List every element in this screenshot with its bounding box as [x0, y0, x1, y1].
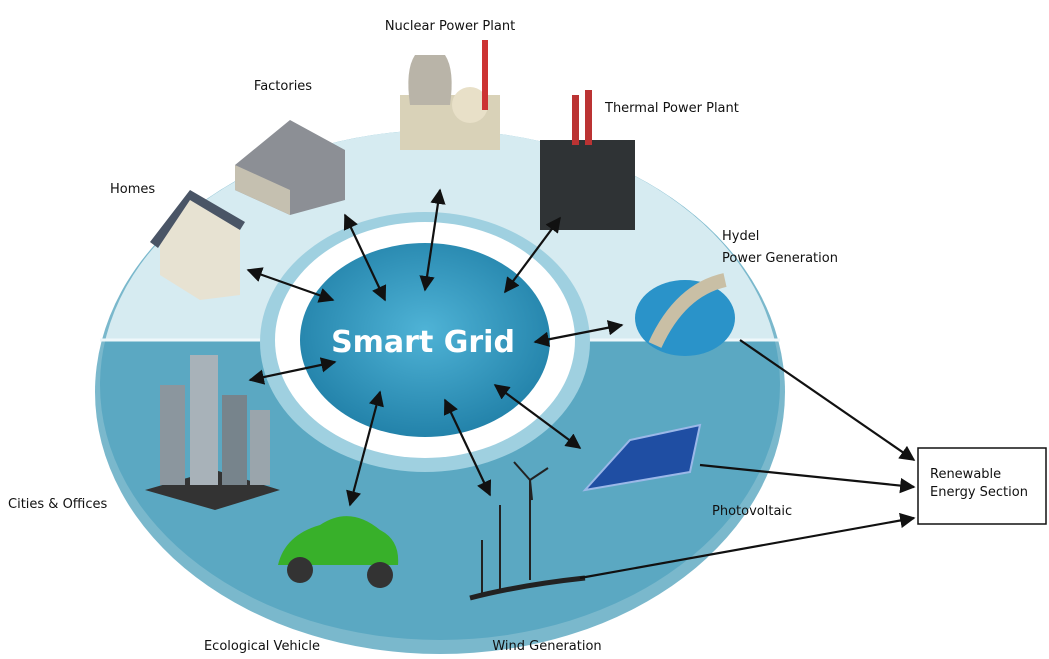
node-label: Thermal Power Plant	[604, 101, 739, 116]
node-label: Cities & Offices	[8, 497, 108, 512]
node-label: Wind Generation	[492, 639, 601, 654]
node-label: Homes	[110, 182, 155, 197]
smart-grid-diagram: Smart Grid	[0, 0, 1049, 659]
hydel-icon	[635, 280, 735, 356]
node-label: Ecological Vehicle	[204, 639, 320, 654]
nuclear-icon	[400, 40, 500, 150]
node-label: Hydel Power Generation	[722, 229, 838, 266]
node-label: Photovoltaic	[712, 504, 792, 519]
node-label: Nuclear Power Plant	[385, 19, 515, 34]
node-label: Factories	[254, 79, 312, 94]
center-label: Smart Grid	[331, 325, 515, 360]
